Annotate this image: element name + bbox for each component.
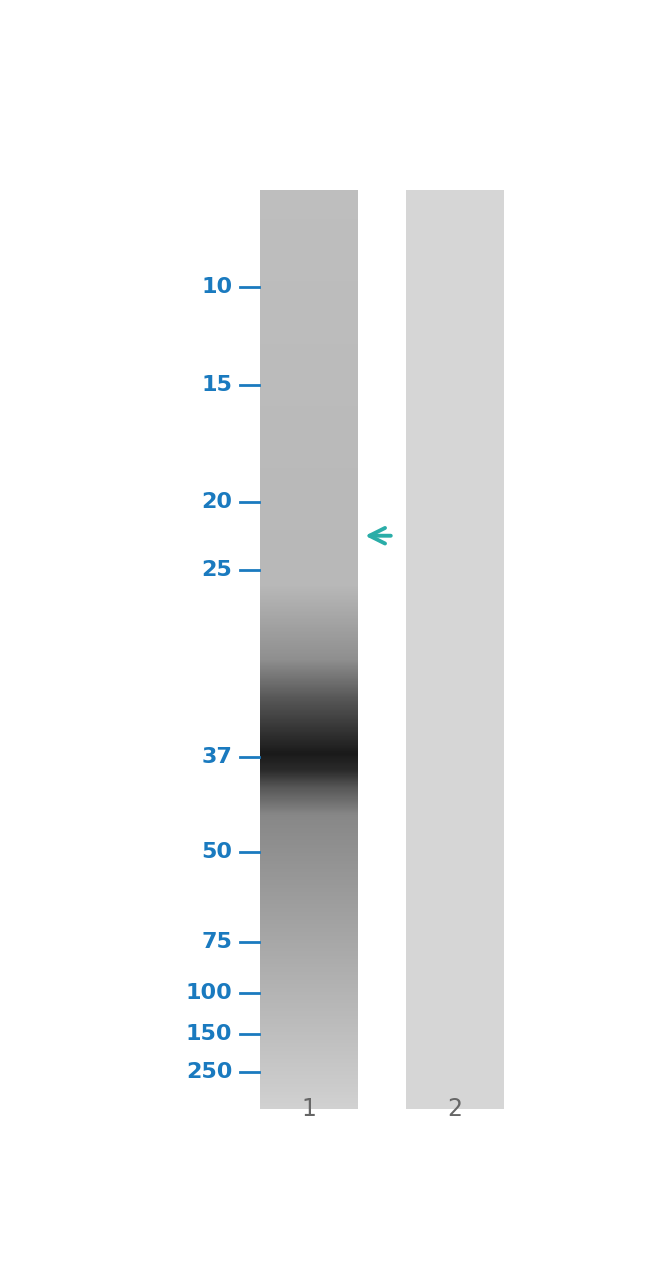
Text: 1: 1 — [302, 1097, 317, 1121]
Text: 37: 37 — [202, 747, 233, 767]
Text: 10: 10 — [202, 277, 233, 297]
Text: 2: 2 — [448, 1097, 463, 1121]
Text: 15: 15 — [202, 375, 233, 395]
Text: 25: 25 — [202, 560, 233, 580]
Text: 50: 50 — [202, 842, 233, 861]
Text: 100: 100 — [186, 983, 233, 1003]
Text: 20: 20 — [202, 491, 233, 512]
Text: 250: 250 — [186, 1062, 233, 1082]
Text: 150: 150 — [186, 1025, 233, 1044]
Text: 75: 75 — [202, 932, 233, 951]
